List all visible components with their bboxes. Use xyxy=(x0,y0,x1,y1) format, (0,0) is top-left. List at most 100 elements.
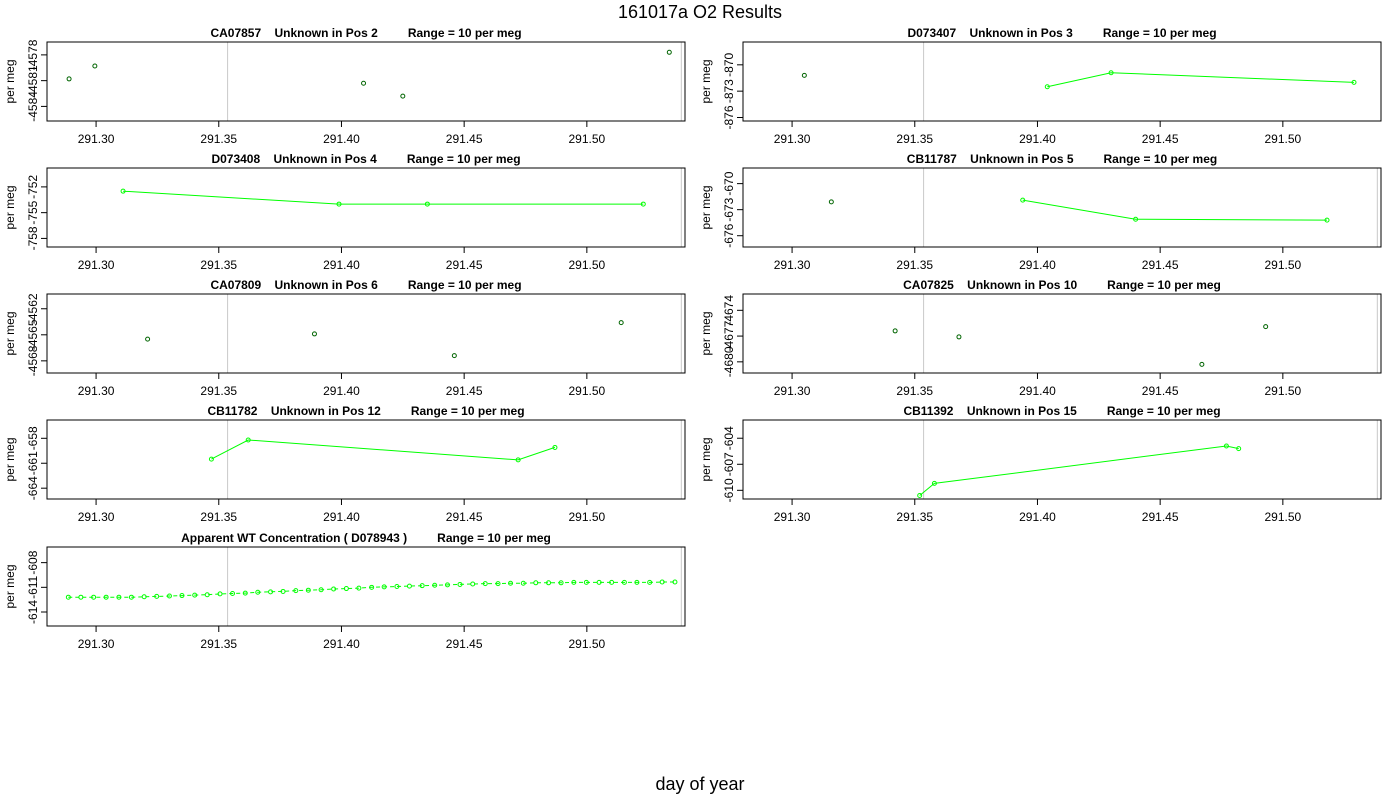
chart-panel-9: Apparent WT Concentration ( D078943 ) Ra… xyxy=(3,531,686,651)
data-point xyxy=(128,594,134,600)
data-point xyxy=(596,579,602,585)
data-point xyxy=(179,593,185,599)
chart-panel-8: CB11392 Unknown in Pos 15 Range = 10 per… xyxy=(699,404,1382,524)
data-point xyxy=(640,201,646,207)
data-point xyxy=(892,328,898,334)
y-tick-label: -752 xyxy=(26,175,40,199)
data-point xyxy=(956,334,962,340)
plot-frame xyxy=(46,167,686,248)
y-tick-label: -607 xyxy=(722,452,736,476)
x-tick-label: 291.30 xyxy=(774,384,811,398)
series-line xyxy=(68,581,675,598)
data-point xyxy=(444,582,450,588)
data-point xyxy=(318,587,324,593)
data-point xyxy=(621,579,627,585)
x-tick-label: 291.35 xyxy=(896,510,933,524)
chart-panel-6: CA07825 Unknown in Pos 10 Range = 10 per… xyxy=(699,278,1382,398)
x-tick-label: 291.40 xyxy=(323,510,360,524)
chart-panel-3: D073408 Unknown in Pos 4 Range = 10 per … xyxy=(3,152,686,272)
data-point xyxy=(92,63,98,69)
x-tick-label: 291.50 xyxy=(568,132,605,146)
data-point xyxy=(230,590,236,596)
y-tick-label: -4677 xyxy=(722,320,736,351)
data-point xyxy=(1133,216,1139,222)
data-point xyxy=(78,594,84,600)
x-tick-label: 291.40 xyxy=(1019,510,1056,524)
data-point xyxy=(931,480,937,486)
x-tick-label: 291.30 xyxy=(774,510,811,524)
y-axis-label: per meg xyxy=(3,185,17,229)
panel-title: CA07857 Unknown in Pos 2 Range = 10 per … xyxy=(210,26,521,40)
data-point xyxy=(666,49,672,55)
y-tick-label: -4565 xyxy=(26,319,40,350)
data-point xyxy=(361,80,367,86)
data-point xyxy=(828,199,834,205)
plot-frame xyxy=(742,167,1382,248)
x-tick-label: 291.35 xyxy=(200,510,237,524)
data-point xyxy=(482,581,488,587)
data-point xyxy=(141,594,147,600)
data-point xyxy=(451,353,457,359)
y-tick-label: -873 xyxy=(722,79,736,103)
y-tick-label: -4568 xyxy=(26,345,40,376)
data-point xyxy=(1263,324,1269,330)
y-tick-label: -876 xyxy=(722,105,736,129)
data-point xyxy=(103,594,109,600)
data-point xyxy=(495,581,501,587)
data-point xyxy=(65,594,71,600)
panel-title: CA07825 Unknown in Pos 10 Range = 10 per… xyxy=(903,278,1221,292)
x-tick-label: 291.45 xyxy=(1142,384,1179,398)
data-point xyxy=(280,588,286,594)
x-tick-label: 291.50 xyxy=(1264,258,1301,272)
data-point xyxy=(255,589,261,595)
y-axis-label: per meg xyxy=(699,185,713,229)
data-point xyxy=(424,201,430,207)
data-point xyxy=(457,581,463,587)
x-tick-label: 291.40 xyxy=(323,637,360,651)
x-tick-label: 291.40 xyxy=(1019,132,1056,146)
data-point xyxy=(419,583,425,589)
data-point xyxy=(336,201,342,207)
y-axis-label: per meg xyxy=(3,437,17,481)
page-title: 161017a O2 Results xyxy=(617,2,783,22)
series-line xyxy=(123,190,644,205)
plot-frame xyxy=(742,41,1382,122)
data-point xyxy=(91,594,97,600)
chart-panel-2: D073407 Unknown in Pos 3 Range = 10 per … xyxy=(699,26,1382,146)
panel-title: CB11787 Unknown in Pos 5 Range = 10 per … xyxy=(907,152,1217,166)
plot-frame xyxy=(46,546,686,627)
y-tick-label: -661 xyxy=(26,451,40,475)
y-tick-label: -610 xyxy=(722,478,736,502)
y-tick-label: -4674 xyxy=(722,295,736,326)
data-point xyxy=(381,584,387,590)
x-tick-label: 291.50 xyxy=(568,637,605,651)
data-point xyxy=(1044,84,1050,90)
y-axis-label: per meg xyxy=(3,59,17,103)
x-tick-label: 291.50 xyxy=(1264,132,1301,146)
x-tick-label: 291.40 xyxy=(323,132,360,146)
x-tick-label: 291.30 xyxy=(774,132,811,146)
data-point xyxy=(66,76,72,82)
data-point xyxy=(311,331,317,337)
x-tick-label: 291.45 xyxy=(446,258,483,272)
data-point xyxy=(293,588,299,594)
plot-frame xyxy=(742,293,1382,374)
y-tick-label: -755 xyxy=(26,200,40,224)
data-point xyxy=(1351,79,1357,85)
x-tick-label: 291.45 xyxy=(446,384,483,398)
data-point xyxy=(520,580,526,586)
plot-frame xyxy=(742,419,1382,500)
data-point xyxy=(801,72,807,78)
y-tick-label: -611 xyxy=(26,575,40,598)
x-tick-label: 291.50 xyxy=(568,384,605,398)
x-tick-label: 291.35 xyxy=(200,384,237,398)
x-tick-label: 291.35 xyxy=(896,258,933,272)
y-tick-label: -673 xyxy=(722,197,736,221)
data-point xyxy=(343,586,349,592)
panel-title: D073408 Unknown in Pos 4 Range = 10 per … xyxy=(211,152,520,166)
data-point xyxy=(369,584,375,590)
data-point xyxy=(116,594,122,600)
data-point xyxy=(1223,443,1229,449)
series-line xyxy=(1047,72,1355,88)
